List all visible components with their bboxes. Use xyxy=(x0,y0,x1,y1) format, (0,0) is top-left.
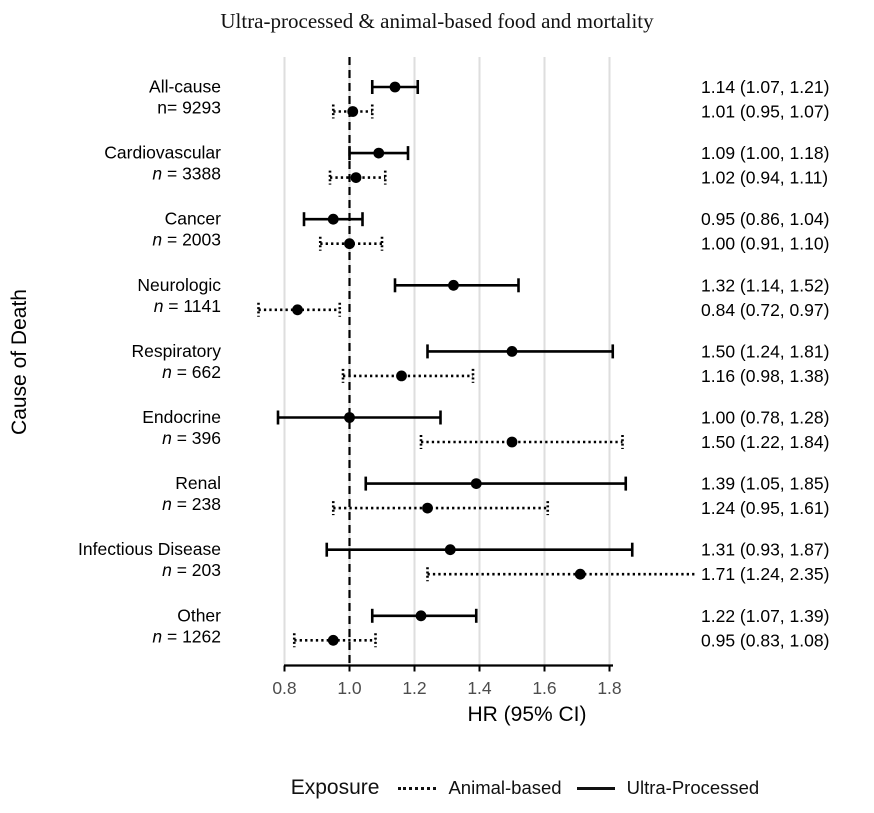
point-estimate xyxy=(327,634,339,646)
n-label: n = 3388 xyxy=(152,164,221,184)
hr-annotation: 1.50 (1.22, 1.84) xyxy=(701,432,829,452)
point-estimate xyxy=(444,544,456,556)
hr-annotation: 0.95 (0.83, 1.08) xyxy=(701,630,829,650)
figure-title: Ultra-processed & animal-based food and … xyxy=(220,9,654,33)
cause-label: Cancer xyxy=(165,209,222,229)
point-estimate xyxy=(470,478,482,489)
n-label: n = 662 xyxy=(162,362,221,382)
point-estimate xyxy=(327,213,339,225)
point-estimate xyxy=(292,304,303,316)
n-label: n = 1262 xyxy=(152,626,221,646)
cause-label: Neurologic xyxy=(137,275,221,295)
x-axis-tick-label: 1.0 xyxy=(337,678,362,698)
cause-label: All-cause xyxy=(149,77,221,97)
hr-annotation: 1.01 (0.95, 1.07) xyxy=(701,102,829,122)
point-estimate xyxy=(373,147,385,159)
cause-label: Respiratory xyxy=(132,341,222,361)
n-label: n = 203 xyxy=(162,560,221,580)
n-label: n= 9293 xyxy=(157,98,221,118)
cause-label: Renal xyxy=(175,473,221,493)
point-estimate xyxy=(448,279,459,291)
point-estimate xyxy=(344,412,355,423)
hr-annotation: 1.22 (1.07, 1.39) xyxy=(701,606,829,626)
point-estimate xyxy=(389,81,401,93)
point-estimate xyxy=(574,568,586,580)
cause-label: Other xyxy=(177,605,221,625)
x-axis-tick-label: 1.4 xyxy=(467,678,492,698)
cause-label: Cardiovascular xyxy=(104,143,221,163)
cause-label: Endocrine xyxy=(142,407,221,427)
x-axis-tick-label: 1.8 xyxy=(597,678,621,698)
hr-annotation: 1.71 (1.24, 2.35) xyxy=(701,564,829,584)
point-estimate xyxy=(506,346,518,357)
hr-annotation: 1.00 (0.91, 1.10) xyxy=(701,234,829,254)
x-axis-tick-label: 0.8 xyxy=(272,678,296,698)
legend-item-ultra-processed: Ultra-Processed xyxy=(576,777,760,799)
legend-item-label: Animal-based xyxy=(448,777,562,798)
n-label: n = 1141 xyxy=(154,296,221,316)
legend-item-label: Ultra-Processed xyxy=(626,777,760,798)
solid-line-icon xyxy=(576,786,615,790)
hr-annotation: 1.02 (0.94, 1.11) xyxy=(701,168,828,188)
point-estimate xyxy=(415,610,427,622)
n-label: n = 396 xyxy=(162,428,221,448)
hr-annotation: 1.14 (1.07, 1.21) xyxy=(701,77,829,97)
hr-annotation: 1.39 (1.05, 1.85) xyxy=(701,474,829,494)
point-estimate xyxy=(347,106,359,117)
cause-label: Infectious Disease xyxy=(78,539,221,559)
x-axis-tick-label: 1.2 xyxy=(402,678,426,698)
x-axis-title: HR (95% CI) xyxy=(467,703,587,726)
hr-annotation: 1.09 (1.00, 1.18) xyxy=(701,143,829,163)
dotted-line-icon xyxy=(398,786,437,790)
hr-annotation: 1.50 (1.24, 1.81) xyxy=(701,341,829,361)
point-estimate xyxy=(344,238,355,250)
point-estimate xyxy=(422,502,433,514)
hr-annotation: 1.00 (0.78, 1.28) xyxy=(701,408,829,428)
legend-item-animal-based: Animal-based xyxy=(398,777,562,799)
hr-annotation: 0.84 (0.72, 0.97) xyxy=(701,300,829,320)
n-label: n = 238 xyxy=(162,494,221,514)
hr-annotation: 1.16 (0.98, 1.38) xyxy=(701,366,829,386)
hr-annotation: 0.95 (0.86, 1.04) xyxy=(701,209,829,229)
n-label: n = 2003 xyxy=(152,230,221,250)
x-axis-tick-label: 1.6 xyxy=(532,678,556,698)
legend-title: Exposure xyxy=(290,776,380,799)
legend: Exposure Animal-based Ultra-Processed xyxy=(88,772,874,804)
point-estimate xyxy=(396,370,407,382)
point-estimate xyxy=(506,436,518,448)
hr-annotation: 1.32 (1.14, 1.52) xyxy=(701,275,829,295)
point-estimate xyxy=(350,172,362,184)
hr-annotation: 1.31 (0.93, 1.87) xyxy=(701,540,829,560)
hr-annotation: 1.24 (0.95, 1.61) xyxy=(701,498,829,518)
